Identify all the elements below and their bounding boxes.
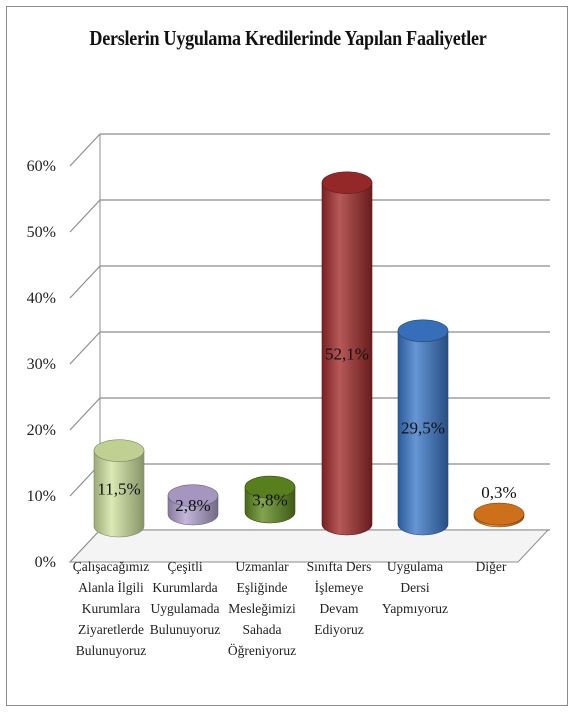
x-tick-label: Uygulama Dersi Yapmıyoruz — [381, 559, 449, 616]
bar-body — [321, 182, 373, 536]
data-label: 0,3% — [481, 483, 516, 502]
x-tick-label: Uzmanlar Eşliğinde Mesleğimizi Sahada Öğ… — [227, 559, 297, 658]
x-tick-label: Diğer — [475, 559, 507, 574]
bar-top — [321, 171, 373, 195]
chart-title: Derslerin Uygulama Kredilerinde Yapılan … — [89, 26, 487, 50]
chart-floor — [68, 529, 550, 563]
bar — [473, 502, 525, 528]
bar — [397, 319, 449, 536]
data-label: 29,5% — [401, 418, 445, 437]
bar-top — [167, 484, 219, 507]
data-label: 2,8% — [175, 496, 210, 515]
bar-top — [473, 502, 525, 526]
y-tick-label: 30% — [27, 356, 56, 373]
gridline-side — [69, 199, 101, 233]
bar-top — [397, 319, 449, 343]
y-tick-label: 60% — [27, 158, 56, 175]
bar — [244, 475, 296, 524]
gridline-side — [69, 331, 101, 365]
bar-top — [244, 475, 296, 499]
x-tick-label: Çalışacağımız Alanla İlgili Kurumlara Zi… — [72, 559, 150, 658]
y-tick-label: 40% — [27, 290, 56, 307]
gridline-side — [69, 397, 101, 431]
bar — [321, 171, 373, 536]
bar-top — [93, 439, 145, 462]
x-tick-label: Sınıfta Ders İşlemeye Devam Ediyoruz — [306, 559, 372, 637]
y-tick-label: 20% — [27, 422, 56, 439]
gridline-side — [69, 133, 101, 167]
y-tick-label: 0% — [35, 554, 56, 571]
y-tick-label: 50% — [27, 224, 56, 241]
bar — [167, 484, 219, 526]
bar-body — [93, 450, 145, 538]
data-label: 3,8% — [252, 491, 287, 510]
bar — [93, 439, 145, 538]
y-tick-label: 10% — [27, 488, 56, 505]
data-label: 52,1% — [325, 344, 369, 363]
data-label: 11,5% — [97, 479, 140, 498]
gridline-side — [69, 265, 101, 299]
x-tick-label: Çeşitli Kurumlarda Uygulamada Bulunuyoru… — [149, 559, 221, 637]
bar-body — [397, 330, 449, 536]
